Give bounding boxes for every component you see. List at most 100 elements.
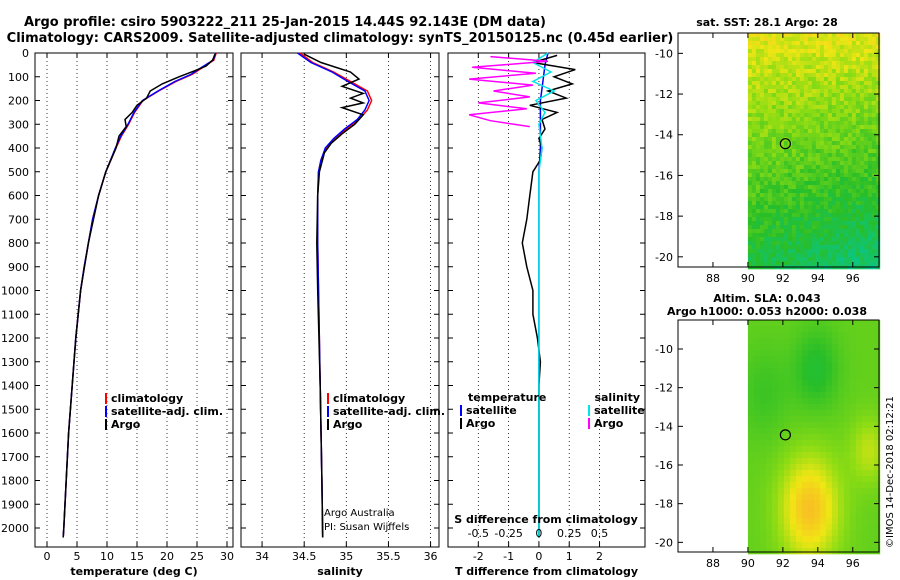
map-cell (831, 320, 839, 327)
map-cell (859, 61, 865, 66)
map-cell (767, 169, 773, 174)
map-cell (753, 326, 761, 333)
map-cell (753, 338, 761, 345)
map-cell (855, 65, 861, 70)
map-cell (747, 229, 753, 234)
map-cell (795, 452, 803, 459)
map-cell (795, 173, 801, 178)
map-cell (855, 185, 861, 190)
map-cell (763, 261, 769, 266)
map-cell (763, 173, 769, 178)
map-cell (851, 113, 857, 118)
map-cell (759, 416, 767, 423)
map-cell (767, 57, 773, 62)
map-cell (871, 121, 877, 126)
map-cell (807, 129, 813, 134)
map-cell (839, 121, 845, 126)
map-cell (861, 500, 869, 507)
map-cell (763, 133, 769, 138)
map-cell (751, 121, 757, 126)
map-cell (779, 45, 785, 50)
map-cell (771, 261, 777, 266)
map-cell (855, 161, 861, 166)
map-cell (775, 201, 781, 206)
x-tick-label: 0 (44, 550, 51, 563)
map-cell (751, 129, 757, 134)
map-cell (771, 93, 777, 98)
map-cell (851, 145, 857, 150)
map-cell (835, 157, 841, 162)
map-cell (791, 161, 797, 166)
map-cell (819, 452, 827, 459)
map-cell (835, 41, 841, 46)
map-cell (807, 452, 815, 459)
map-cell (811, 49, 817, 54)
map-cell (775, 149, 781, 154)
map-cell (787, 133, 793, 138)
map-cell (855, 201, 861, 206)
map-cell (791, 213, 797, 218)
map-cell (819, 221, 825, 226)
map-cell (803, 213, 809, 218)
map-cell (807, 53, 813, 58)
map-cell (783, 249, 789, 254)
map-cell (867, 189, 873, 194)
map-cell (753, 440, 761, 447)
map-cell (777, 410, 785, 417)
map-cell (867, 137, 873, 142)
map-cell (831, 368, 839, 375)
map-cell (855, 422, 863, 429)
map-cell (837, 506, 845, 513)
map-cell (847, 33, 853, 38)
map-cell (787, 177, 793, 182)
map-cell (815, 233, 821, 238)
map-cell (839, 253, 845, 258)
map-cell (771, 101, 777, 106)
map-cell (867, 253, 873, 258)
map-cell (765, 422, 773, 429)
map-cell (867, 245, 873, 250)
x-tick-label: 96 (846, 272, 860, 285)
map-cell (799, 69, 805, 74)
map-cell (747, 97, 753, 102)
map-cell (807, 73, 813, 78)
map-cell (759, 524, 767, 531)
map-cell (791, 41, 797, 46)
map-cell (835, 81, 841, 86)
map-cell (771, 518, 779, 525)
map-cell (753, 356, 761, 363)
map-cell (811, 93, 817, 98)
map-cell (835, 209, 841, 214)
map-cell (751, 105, 757, 110)
map-cell (835, 85, 841, 90)
map-cell (839, 85, 845, 90)
map-cell (819, 488, 827, 495)
map-cell (859, 153, 865, 158)
map-cell (795, 332, 803, 339)
map-cell (873, 512, 881, 519)
map-cell (863, 205, 869, 210)
map-cell (783, 500, 791, 507)
map-cell (823, 57, 829, 62)
map-cell (851, 209, 857, 214)
map-cell (779, 105, 785, 110)
map-cell (861, 344, 869, 351)
map-cell (843, 213, 849, 218)
map-cell (807, 518, 815, 525)
map-cell (771, 157, 777, 162)
map-cell (767, 117, 773, 122)
map-cell (827, 229, 833, 234)
map-cell (831, 217, 837, 222)
map-cell (875, 121, 881, 126)
map-cell (867, 73, 873, 78)
map-cell (775, 165, 781, 170)
map-cell (751, 161, 757, 166)
map-cell (847, 165, 853, 170)
map-cell (795, 57, 801, 62)
map-cell (875, 245, 881, 250)
map-cell (747, 109, 753, 114)
map-cell (787, 201, 793, 206)
map-cell (771, 49, 777, 54)
map-cell (831, 261, 837, 266)
map-cell (751, 109, 757, 114)
